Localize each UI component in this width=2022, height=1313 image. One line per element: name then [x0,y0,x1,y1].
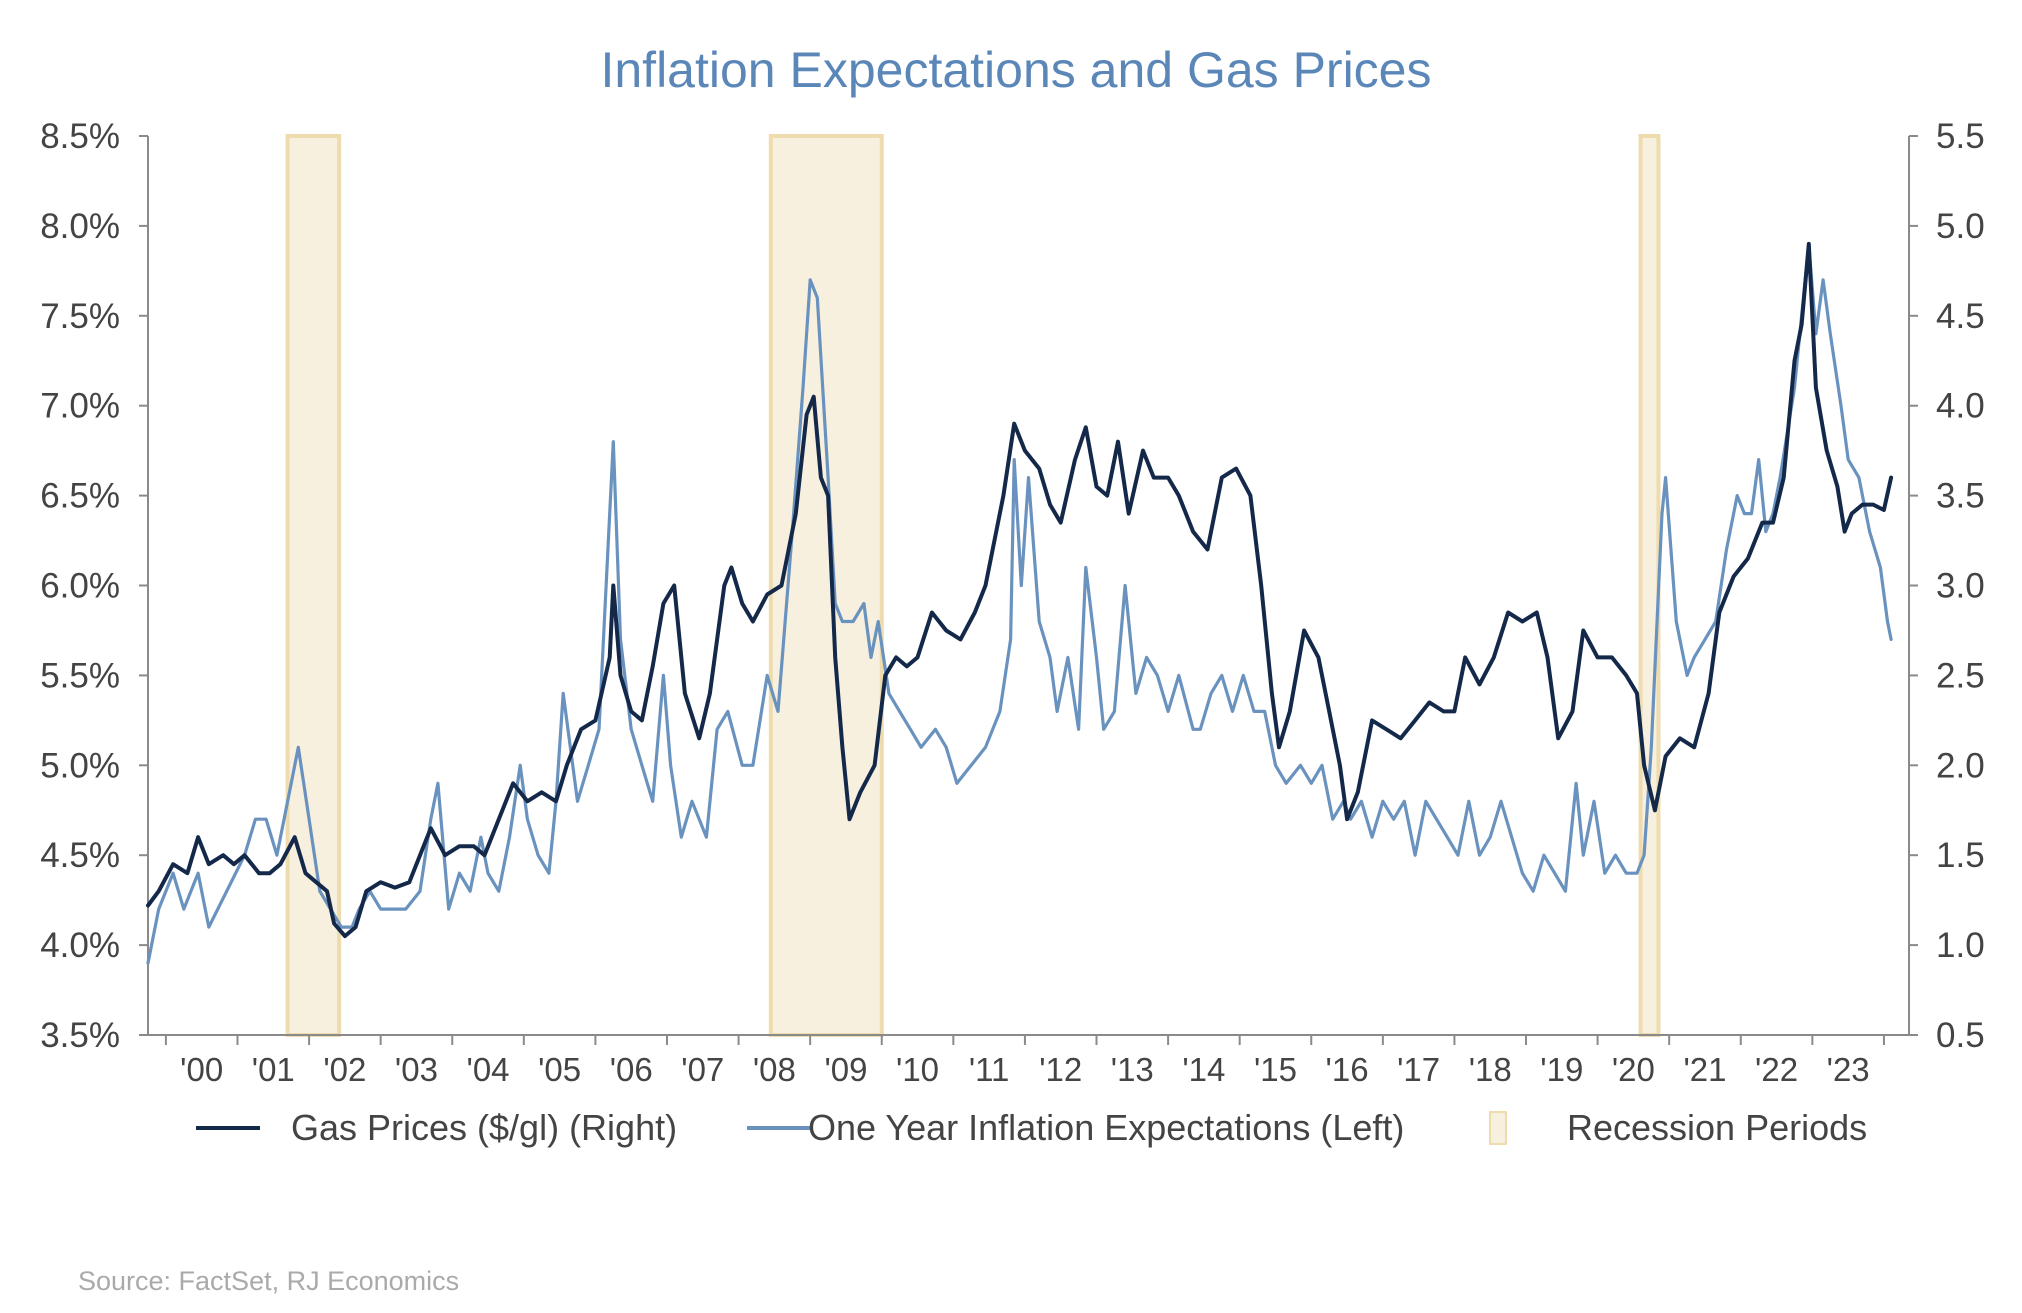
y-right-tick-label: 4.0 [1936,387,1985,426]
series-layer [146,241,1894,965]
y-right-tick-label: 2.5 [1936,656,1985,695]
y-right-tick-label: 3.5 [1936,477,1985,516]
legend: Gas Prices ($/gl) (Right) One Year Inflat… [196,1107,1867,1148]
inflation-expectations-line [146,242,1893,965]
recession-band [285,134,342,1037]
y-left-tick-label: 5.0% [40,746,120,785]
y-right-tick-label: 2.0 [1936,746,1985,785]
x-tick-label: '18 [1469,1051,1512,1088]
legend-gas-label: Gas Prices ($/gl) (Right) [291,1107,677,1148]
y-left-tick-label: 6.0% [40,567,120,606]
x-tick-label: '02 [323,1051,366,1088]
y-right-tick-label: 1.0 [1936,926,1985,965]
x-tick-label: '15 [1254,1051,1297,1088]
x-tick-label: '22 [1755,1051,1798,1088]
x-tick-label: '19 [1540,1051,1583,1088]
y-left-tick-label: 6.5% [40,477,120,516]
x-tick-label: '20 [1612,1051,1655,1088]
x-tick-label: '03 [395,1051,438,1088]
chart-title: Inflation Expectations and Gas Prices [600,42,1431,98]
y-right-tick-label: 5.5 [1936,117,1985,156]
axes-layer: 3.5% 4.0% 4.5% 5.0% 5.5% 6.0% 6.5% 7.0% 7.5% 8.0%… [40,117,1984,1088]
gas-prices-line [146,241,1894,939]
y-right-tick-label: 5.0 [1936,207,1985,246]
y-left-tick-label: 5.5% [40,656,120,695]
y-left-tick-label: 7.0% [40,387,120,426]
x-tick-label: '04 [467,1051,510,1088]
legend-recession-label: Recession Periods [1567,1107,1867,1148]
legend-recession-swatch [1489,1111,1507,1145]
x-tick-label: '13 [1111,1051,1154,1088]
source-note: Source: FactSet, RJ Economics [78,1266,459,1296]
recession-band [1638,134,1661,1037]
x-tick-label: '17 [1397,1051,1440,1088]
y-left-tick-label: 8.5% [40,117,120,156]
x-tick-label: '00 [180,1051,223,1088]
x-tick-label: '16 [1326,1051,1369,1088]
y-left-tick-label: 4.5% [40,836,120,875]
y-right-tick-label: 1.5 [1936,836,1985,875]
legend-inflation-label: One Year Inflation Expectations (Left) [808,1107,1404,1148]
y-left-tick-label: 4.0% [40,926,120,965]
y-left-tick-label: 7.5% [40,297,120,336]
x-tick-label: '06 [610,1051,653,1088]
y-right-tick-label: 3.0 [1936,567,1985,606]
x-tick-label: '09 [824,1051,867,1088]
x-tick-label: '08 [753,1051,796,1088]
x-tick-label: '11 [969,1051,1010,1088]
x-tick-label: '10 [896,1051,939,1088]
x-tick-label: '14 [1182,1051,1225,1088]
x-tick-label: '07 [681,1051,724,1088]
x-tick-label: '12 [1039,1051,1082,1088]
y-left-tick-label: 3.5% [40,1016,120,1055]
y-left-tick-label: 8.0% [40,207,120,246]
x-tick-label: '23 [1827,1051,1870,1088]
y-right-tick-label: 0.5 [1936,1016,1985,1055]
x-tick-label: '21 [1683,1051,1726,1088]
y-right-tick-label: 4.5 [1936,297,1985,336]
recession-layer [285,134,1661,1037]
x-tick-label: '01 [252,1051,295,1088]
x-tick-label: '05 [538,1051,581,1088]
